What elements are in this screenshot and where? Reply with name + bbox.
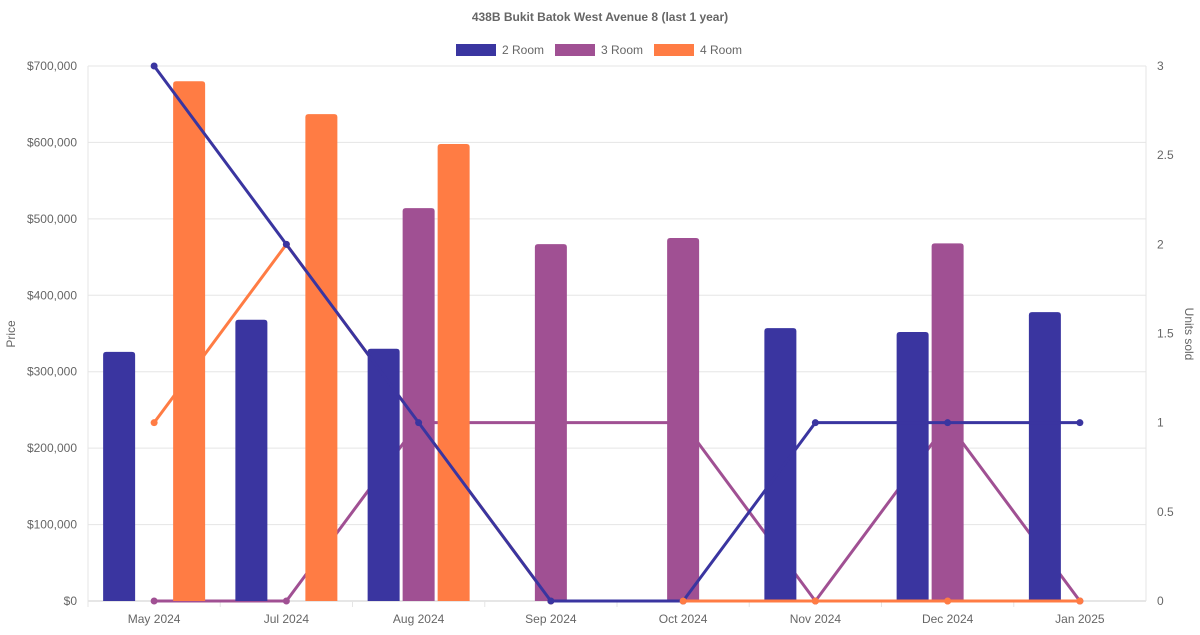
x-tick-label: Oct 2024 <box>659 612 708 626</box>
units-point <box>547 597 555 605</box>
legend-swatch <box>456 44 496 56</box>
legend-swatch <box>555 44 595 56</box>
price-bar-4-room <box>305 114 338 602</box>
y-tick-label: $100,000 <box>27 518 77 532</box>
x-tick-label: Sep 2024 <box>525 612 577 626</box>
y2-tick-label: 2 <box>1157 237 1164 251</box>
units-point <box>282 597 290 605</box>
units-point <box>679 597 687 605</box>
legend-label: 3 Room <box>601 43 643 57</box>
units-point <box>811 597 819 605</box>
y-tick-label: $400,000 <box>27 288 77 302</box>
x-tick-label: Jan 2025 <box>1055 612 1105 626</box>
units-point <box>150 597 158 605</box>
price-bar-3-room <box>667 237 700 601</box>
y2-tick-label: 2.5 <box>1157 148 1174 162</box>
y-tick-label: $300,000 <box>27 365 77 379</box>
units-point <box>282 240 290 248</box>
y2-axis-ticks: 0 0.5 1 1.5 2 2.5 3 <box>1157 59 1174 608</box>
units-point <box>1076 597 1084 605</box>
units-point <box>150 62 158 70</box>
y2-axis-label: Units sold <box>1182 308 1196 361</box>
y-axis-label: Price <box>4 320 18 348</box>
y2-tick-label: 1 <box>1157 416 1164 430</box>
price-bar-2-room <box>103 351 136 601</box>
x-tick-label: Jul 2024 <box>264 612 310 626</box>
units-point <box>1076 419 1084 427</box>
units-point <box>150 419 158 427</box>
price-bar-2-room <box>235 319 268 601</box>
units-point <box>944 597 952 605</box>
units-line-2-room <box>152 65 1080 603</box>
x-tick-label: May 2024 <box>128 612 181 626</box>
y-tick-label: $0 <box>64 594 78 608</box>
price-bar-4-room <box>173 81 206 602</box>
units-point <box>944 419 952 427</box>
x-tick-label: Aug 2024 <box>393 612 445 626</box>
price-bar-2-room <box>896 331 929 601</box>
y2-tick-label: 0.5 <box>1157 505 1174 519</box>
x-tick-label: Dec 2024 <box>922 612 974 626</box>
legend-label: 4 Room <box>700 43 742 57</box>
chart-title: 438B Bukit Batok West Avenue 8 (last 1 y… <box>472 10 728 24</box>
x-axis-ticks: May 2024 Jul 2024 Aug 2024 Sep 2024 Oct 2024… <box>128 612 1105 626</box>
units-point <box>811 419 819 427</box>
unit-lines-over <box>150 62 1084 605</box>
y-tick-label: $700,000 <box>27 59 77 73</box>
y-tick-label: $200,000 <box>27 441 77 455</box>
y-axis-ticks: $0 $100,000 $200,000 $300,000 $400,000 $500,0… <box>27 59 77 608</box>
price-bar-3-room <box>402 208 435 601</box>
price-bar-2-room <box>367 348 400 601</box>
y-tick-label: $500,000 <box>27 212 77 226</box>
legend-label: 2 Room <box>502 43 544 57</box>
y2-tick-label: 3 <box>1157 59 1164 73</box>
y-tick-label: $600,000 <box>27 135 77 149</box>
x-tick-label: Nov 2024 <box>790 612 842 626</box>
legend: 2 Room 3 Room 4 Room <box>456 43 742 57</box>
price-bar-4-room <box>437 143 470 601</box>
price-bars <box>103 81 1061 602</box>
price-bar-3-room <box>534 244 567 602</box>
y2-tick-label: 0 <box>1157 594 1164 608</box>
price-bar-2-room <box>764 328 797 601</box>
legend-swatch <box>654 44 694 56</box>
price-bar-2-room <box>1028 312 1061 601</box>
units-point <box>415 419 423 427</box>
y2-tick-label: 1.5 <box>1157 327 1174 341</box>
